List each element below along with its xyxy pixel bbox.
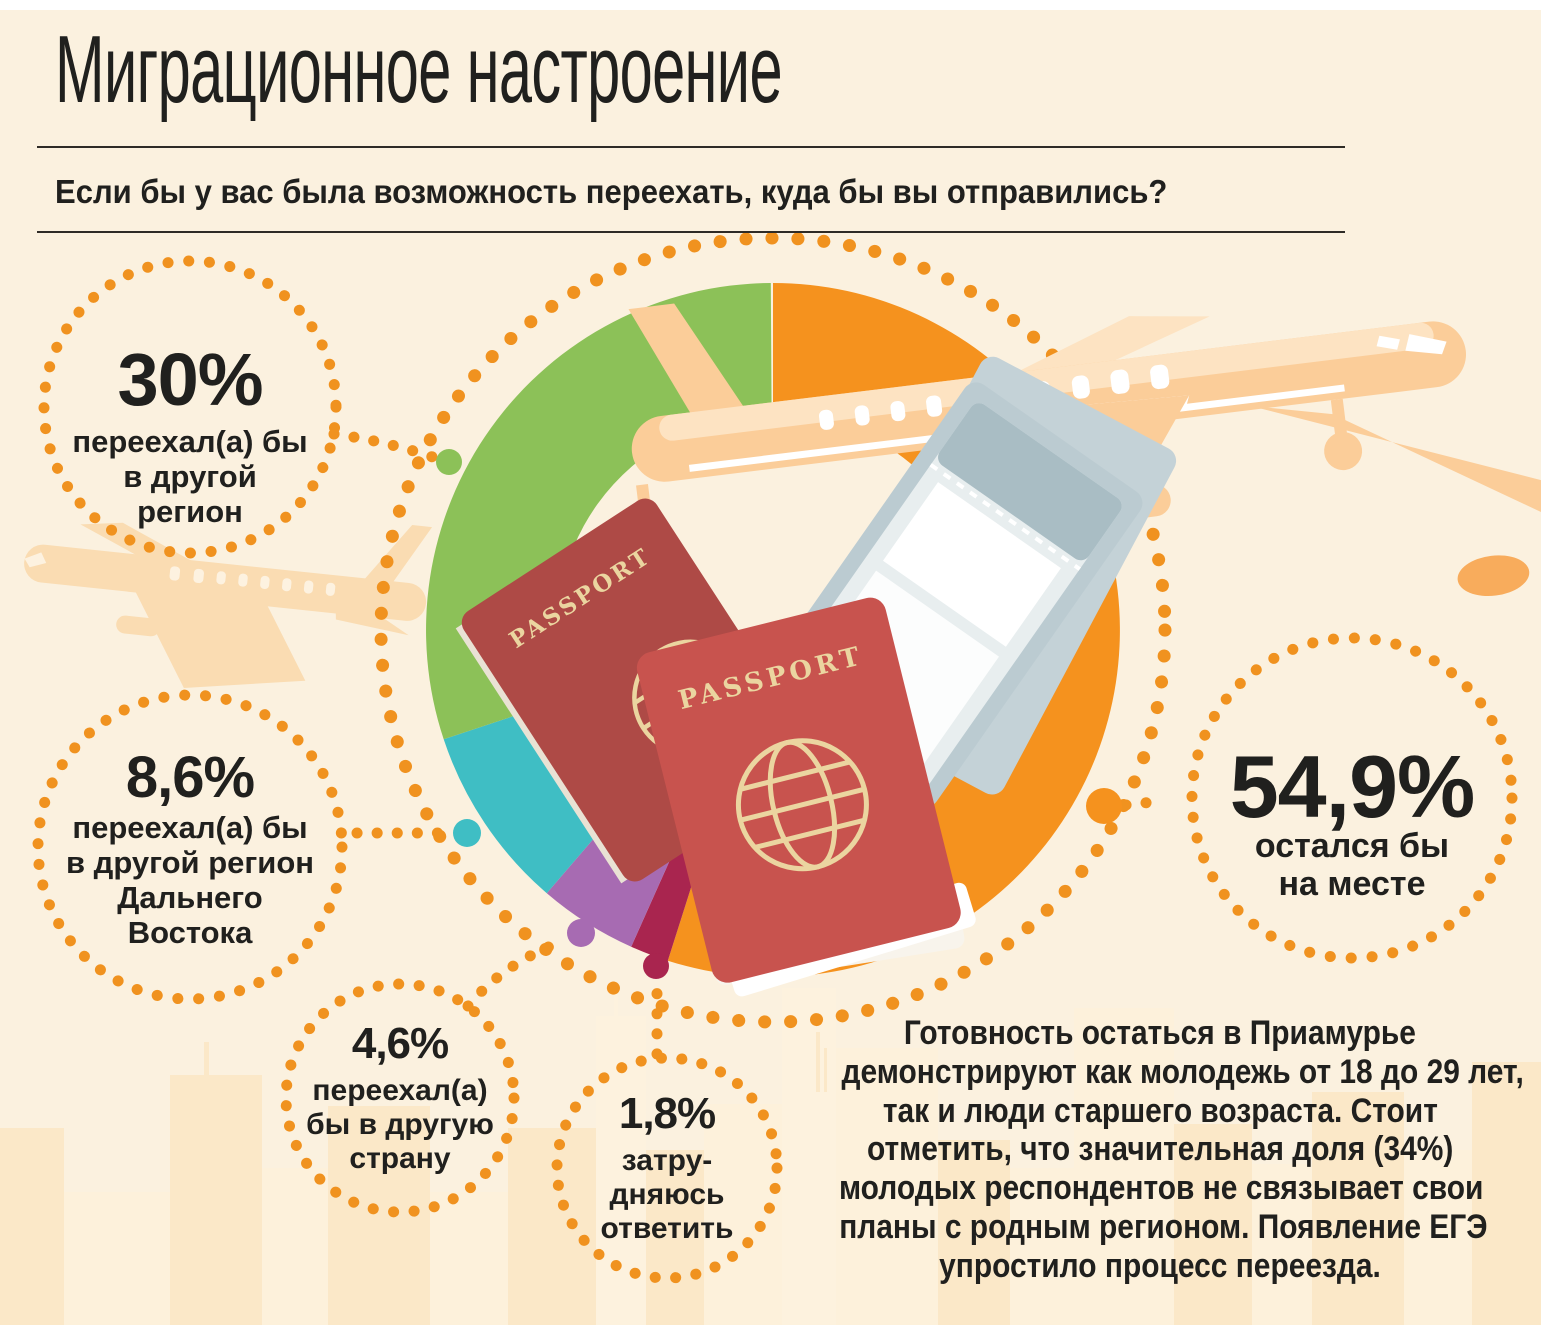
survey-question: Если бы у вас была возможность переехать… [55, 172, 1238, 212]
page-title: Миграционное настроение [55, 22, 1227, 118]
callout-value: 30% [117, 338, 263, 421]
callout-value: 1,8% [618, 1089, 716, 1138]
callout-circle-stay [1186, 632, 1518, 964]
pie-dotted-ring [374, 231, 1172, 1029]
callout-value: 8,6% [125, 745, 255, 810]
callout-line: ответить [600, 1212, 734, 1245]
note-line: Готовность остаться в Приамурье [904, 1014, 1416, 1052]
callout-line: на месте [1278, 865, 1426, 903]
callout-line: в другой регион [65, 845, 315, 880]
callout-other-country: 4,6% переехал(а) бы в другую страну [220, 1020, 580, 1176]
connector-trails [328, 428, 1168, 1060]
callout-far-east: 8,6% переехал(а) бы в другой регион Даль… [10, 745, 370, 951]
trail-other-region [328, 428, 450, 467]
divider-top [37, 146, 1345, 148]
callout-line: переехал(а) бы [72, 424, 308, 459]
callout-value: 54,9% [1229, 737, 1476, 836]
dot-other-country [567, 919, 595, 947]
callout-line: Дальнего [117, 880, 263, 915]
callout-line: в другой [123, 459, 257, 494]
survey-question-text: Если бы у вас была возможность переехать… [55, 173, 1168, 210]
note-line: планы с родным регионом. Появление ЕГЭ [839, 1207, 1488, 1246]
callout-line: остался бы [1254, 827, 1450, 865]
page-title-text: Миграционное настроение [55, 16, 783, 123]
note-line: так и люди старшего возраста. Стоит [882, 1091, 1438, 1130]
dot-stay [1086, 788, 1122, 824]
connector-dots [436, 449, 1122, 979]
note-line: демонстрируют как молодежь от 18 до 29 л… [841, 1052, 1524, 1091]
callout-line: затру- [621, 1144, 713, 1177]
note-line: молодых респондентов не связывает свои [838, 1169, 1484, 1208]
trail-other-country [462, 934, 572, 1012]
passport-front: PASSPORT [636, 597, 976, 997]
callout-line: страну [349, 1142, 451, 1175]
note-line: отметить, что значительная доля (34%) [866, 1130, 1454, 1169]
callout-circle-far-east [32, 689, 348, 1005]
callout-other-region: 30% переехал(а) бы в другой регион [10, 338, 370, 530]
divider-bottom [37, 231, 1345, 233]
callout-stay: 54,9% остался бы на месте [1172, 737, 1532, 904]
callout-value: 4,6% [351, 1019, 449, 1068]
dot-other-region [436, 449, 462, 475]
dot-far-east [453, 819, 481, 847]
callout-line: регион [137, 494, 243, 529]
passports-icon: PASSPORT PASSPORT [455, 498, 976, 997]
callout-line: дняюсь [609, 1178, 725, 1211]
note-paragraph: Готовность остаться в Приамурье демонстр… [795, 1014, 1525, 1286]
callout-line: переехал(а) бы [72, 810, 308, 845]
callout-circle-other-country [280, 978, 520, 1218]
callout-hard-to-answer: 1,8% затру- дняюсь ответить [487, 1090, 847, 1246]
top-strip [0, 0, 1541, 10]
globe-emblem-front [735, 738, 869, 872]
dot-hard-to-answer [643, 953, 669, 979]
note-line: упростило процесс переезда. [939, 1246, 1381, 1285]
callout-circles [32, 255, 1518, 1284]
callout-line: бы в другую [306, 1108, 494, 1141]
trail-stay [1120, 795, 1168, 811]
callout-circle-other-region [38, 255, 342, 559]
city-skyline-illustration [0, 986, 1541, 1325]
callout-line: переехал(а) [312, 1074, 488, 1107]
callout-line: Востока [127, 915, 253, 950]
callout-circle-hard-to-answer [551, 1052, 783, 1284]
